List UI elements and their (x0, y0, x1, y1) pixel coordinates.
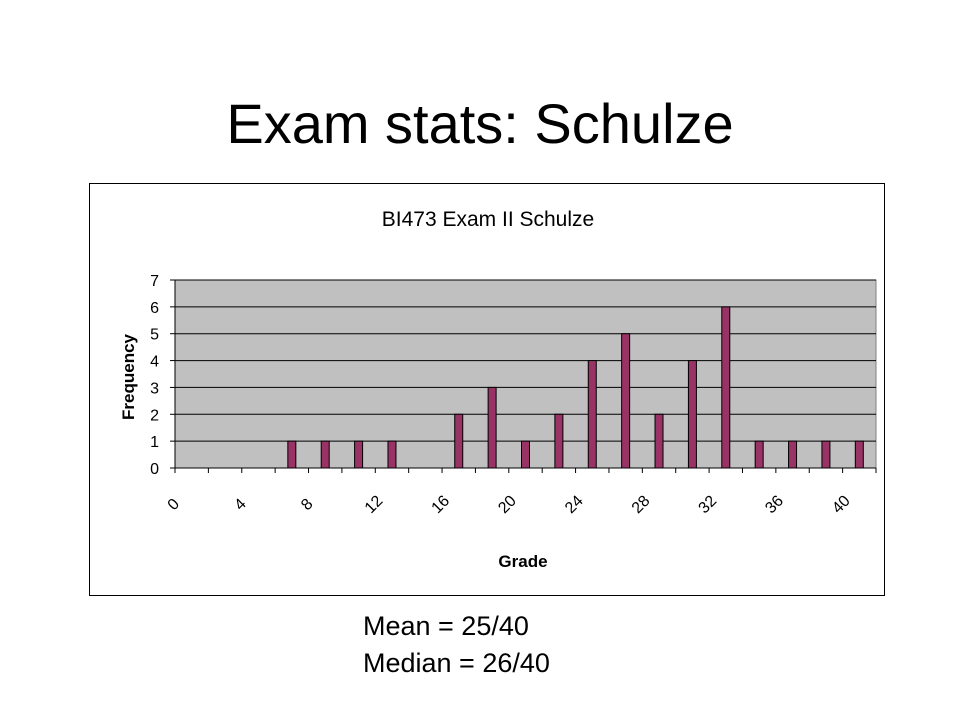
y-tick-label: 1 (150, 434, 159, 451)
y-tick-label: 2 (150, 407, 159, 424)
bar (788, 440, 798, 469)
y-tick-label: 5 (150, 327, 159, 344)
x-tick-label: 36 (762, 492, 787, 517)
mean-text: Mean = 25/40 (363, 611, 529, 641)
x-tick-label: 8 (298, 496, 316, 514)
y-tick-label: 4 (150, 354, 159, 371)
x-axis: 0 4 8 12 16 20 24 28 32 36 40 (165, 467, 877, 517)
bar (621, 333, 631, 469)
bar (821, 440, 831, 469)
bar (721, 306, 731, 469)
chart-title: BI473 Exam II Schulze (382, 208, 594, 231)
y-tick-label: 0 (150, 461, 159, 478)
x-tick-label: 16 (429, 492, 454, 517)
exam-stats: Mean = 25/40 Median = 26/40 (363, 608, 550, 682)
plot-area (174, 279, 877, 469)
bar (521, 440, 530, 469)
bar (454, 413, 464, 469)
bar (354, 440, 364, 469)
plot-background (174, 279, 877, 469)
x-tick-label: 0 (165, 496, 183, 514)
x-tick-label: 4 (231, 496, 249, 514)
x-tick-label: 32 (696, 492, 721, 517)
y-tick-label: 3 (150, 380, 159, 397)
bar (320, 440, 330, 469)
x-tick-label: 12 (362, 492, 387, 517)
x-tick-label: 28 (629, 492, 654, 517)
bar (387, 440, 397, 469)
y-tick-label: 6 (150, 300, 159, 317)
bar (587, 360, 597, 469)
median-text: Median = 26/40 (363, 648, 550, 678)
x-tick-label: 40 (829, 492, 854, 517)
slide-title: Exam stats: Schulze (226, 92, 734, 155)
y-axis: 0 1 2 3 4 5 6 7 (150, 273, 176, 478)
bar (654, 413, 664, 469)
x-axis-label: Grade (498, 552, 547, 571)
bar (487, 386, 497, 469)
bar (754, 440, 764, 469)
x-tick-label: 20 (495, 492, 520, 517)
bars (287, 306, 864, 469)
y-tick-label: 7 (150, 273, 159, 290)
y-axis-label: Frequency (119, 333, 138, 420)
bar (687, 360, 697, 469)
bar (287, 440, 297, 469)
x-tick-label: 24 (562, 492, 587, 517)
bar (854, 440, 864, 469)
bar (554, 413, 564, 469)
